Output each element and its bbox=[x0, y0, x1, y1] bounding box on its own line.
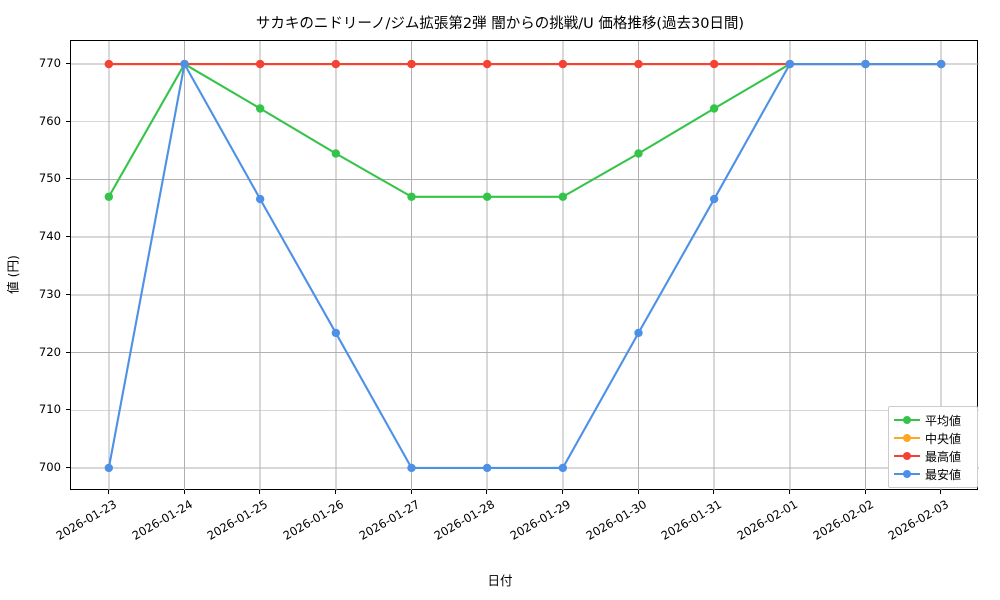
legend-item-3[interactable]: 最安値 bbox=[894, 465, 971, 483]
y-tick-label: 710 bbox=[38, 402, 61, 417]
data-point bbox=[407, 192, 416, 201]
legend-item-0[interactable]: 平均値 bbox=[894, 411, 971, 429]
legend-label: 中央値 bbox=[925, 431, 962, 446]
data-point bbox=[331, 149, 341, 158]
y-tick-mark bbox=[66, 293, 70, 295]
y-tick-mark bbox=[66, 351, 70, 353]
y-tick-label: 750 bbox=[38, 171, 61, 186]
y-tick-label: 720 bbox=[38, 344, 61, 359]
x-tick-mark bbox=[410, 490, 412, 494]
chart-legend: 平均値中央値最高値最安値 bbox=[888, 406, 978, 488]
y-tick-label: 770 bbox=[38, 56, 61, 71]
legend-swatch-icon bbox=[894, 413, 920, 427]
legend-swatch-icon bbox=[894, 449, 920, 463]
y-tick-mark bbox=[66, 120, 70, 122]
x-tick-mark bbox=[259, 490, 261, 494]
legend-label: 最安値 bbox=[925, 467, 962, 482]
data-point bbox=[482, 192, 492, 201]
data-point bbox=[482, 59, 492, 69]
legend-label: 平均値 bbox=[925, 413, 962, 428]
data-point bbox=[104, 192, 114, 201]
legend-swatch-icon bbox=[894, 431, 920, 445]
y-tick-label: 740 bbox=[38, 229, 61, 244]
y-tick-mark bbox=[66, 409, 70, 411]
data-point bbox=[558, 463, 568, 473]
x-tick-mark bbox=[713, 490, 715, 494]
y-tick-label: 760 bbox=[38, 113, 61, 128]
series-layer bbox=[104, 59, 946, 473]
data-point bbox=[936, 59, 946, 69]
data-point bbox=[709, 194, 719, 204]
data-point bbox=[407, 463, 416, 473]
data-point bbox=[255, 104, 265, 113]
plot-area bbox=[70, 40, 979, 491]
data-point bbox=[255, 59, 265, 69]
y-tick-mark bbox=[66, 466, 70, 468]
data-point bbox=[634, 59, 643, 69]
legend-item-1[interactable]: 中央値 bbox=[894, 429, 971, 447]
y-tick-label: 730 bbox=[38, 286, 61, 301]
series-line-0 bbox=[107, 63, 943, 198]
legend-swatch-icon bbox=[894, 467, 920, 481]
data-point bbox=[558, 59, 568, 69]
x-tick-mark bbox=[940, 490, 942, 494]
x-tick-mark bbox=[334, 490, 336, 494]
legend-item-2[interactable]: 最高値 bbox=[894, 447, 971, 465]
x-tick-mark bbox=[486, 490, 488, 494]
data-point bbox=[407, 59, 416, 69]
x-tick-mark bbox=[107, 490, 109, 494]
x-tick-mark bbox=[183, 490, 185, 494]
data-point bbox=[634, 328, 643, 338]
data-point bbox=[709, 59, 719, 69]
x-tick-mark bbox=[864, 490, 866, 494]
data-point bbox=[331, 328, 341, 338]
y-tick-mark bbox=[66, 178, 70, 180]
y-tick-mark bbox=[66, 236, 70, 238]
legend-label: 最高値 bbox=[925, 449, 962, 464]
data-point bbox=[558, 192, 568, 201]
data-point bbox=[104, 59, 114, 69]
data-point bbox=[482, 463, 492, 473]
x-tick-mark bbox=[637, 490, 639, 494]
y-tick-label: 700 bbox=[38, 459, 61, 474]
y-tick-mark bbox=[66, 63, 70, 65]
y-axis-label: 値 (円) bbox=[5, 255, 21, 294]
x-tick-mark bbox=[561, 490, 563, 494]
x-axis-label: 日付 bbox=[487, 573, 513, 588]
series-line-3 bbox=[107, 63, 943, 469]
data-point bbox=[255, 194, 265, 204]
chart-title: サカキのニドリーノ/ジム拡張第2弾 闇からの挑戦/U 価格推移(過去30日間) bbox=[255, 16, 745, 32]
data-point bbox=[104, 463, 114, 473]
data-point bbox=[634, 149, 643, 158]
data-point bbox=[180, 59, 189, 69]
data-point bbox=[785, 59, 795, 69]
x-tick-mark bbox=[788, 490, 790, 494]
data-point bbox=[709, 104, 719, 113]
data-point bbox=[331, 59, 341, 69]
data-point bbox=[861, 59, 870, 69]
